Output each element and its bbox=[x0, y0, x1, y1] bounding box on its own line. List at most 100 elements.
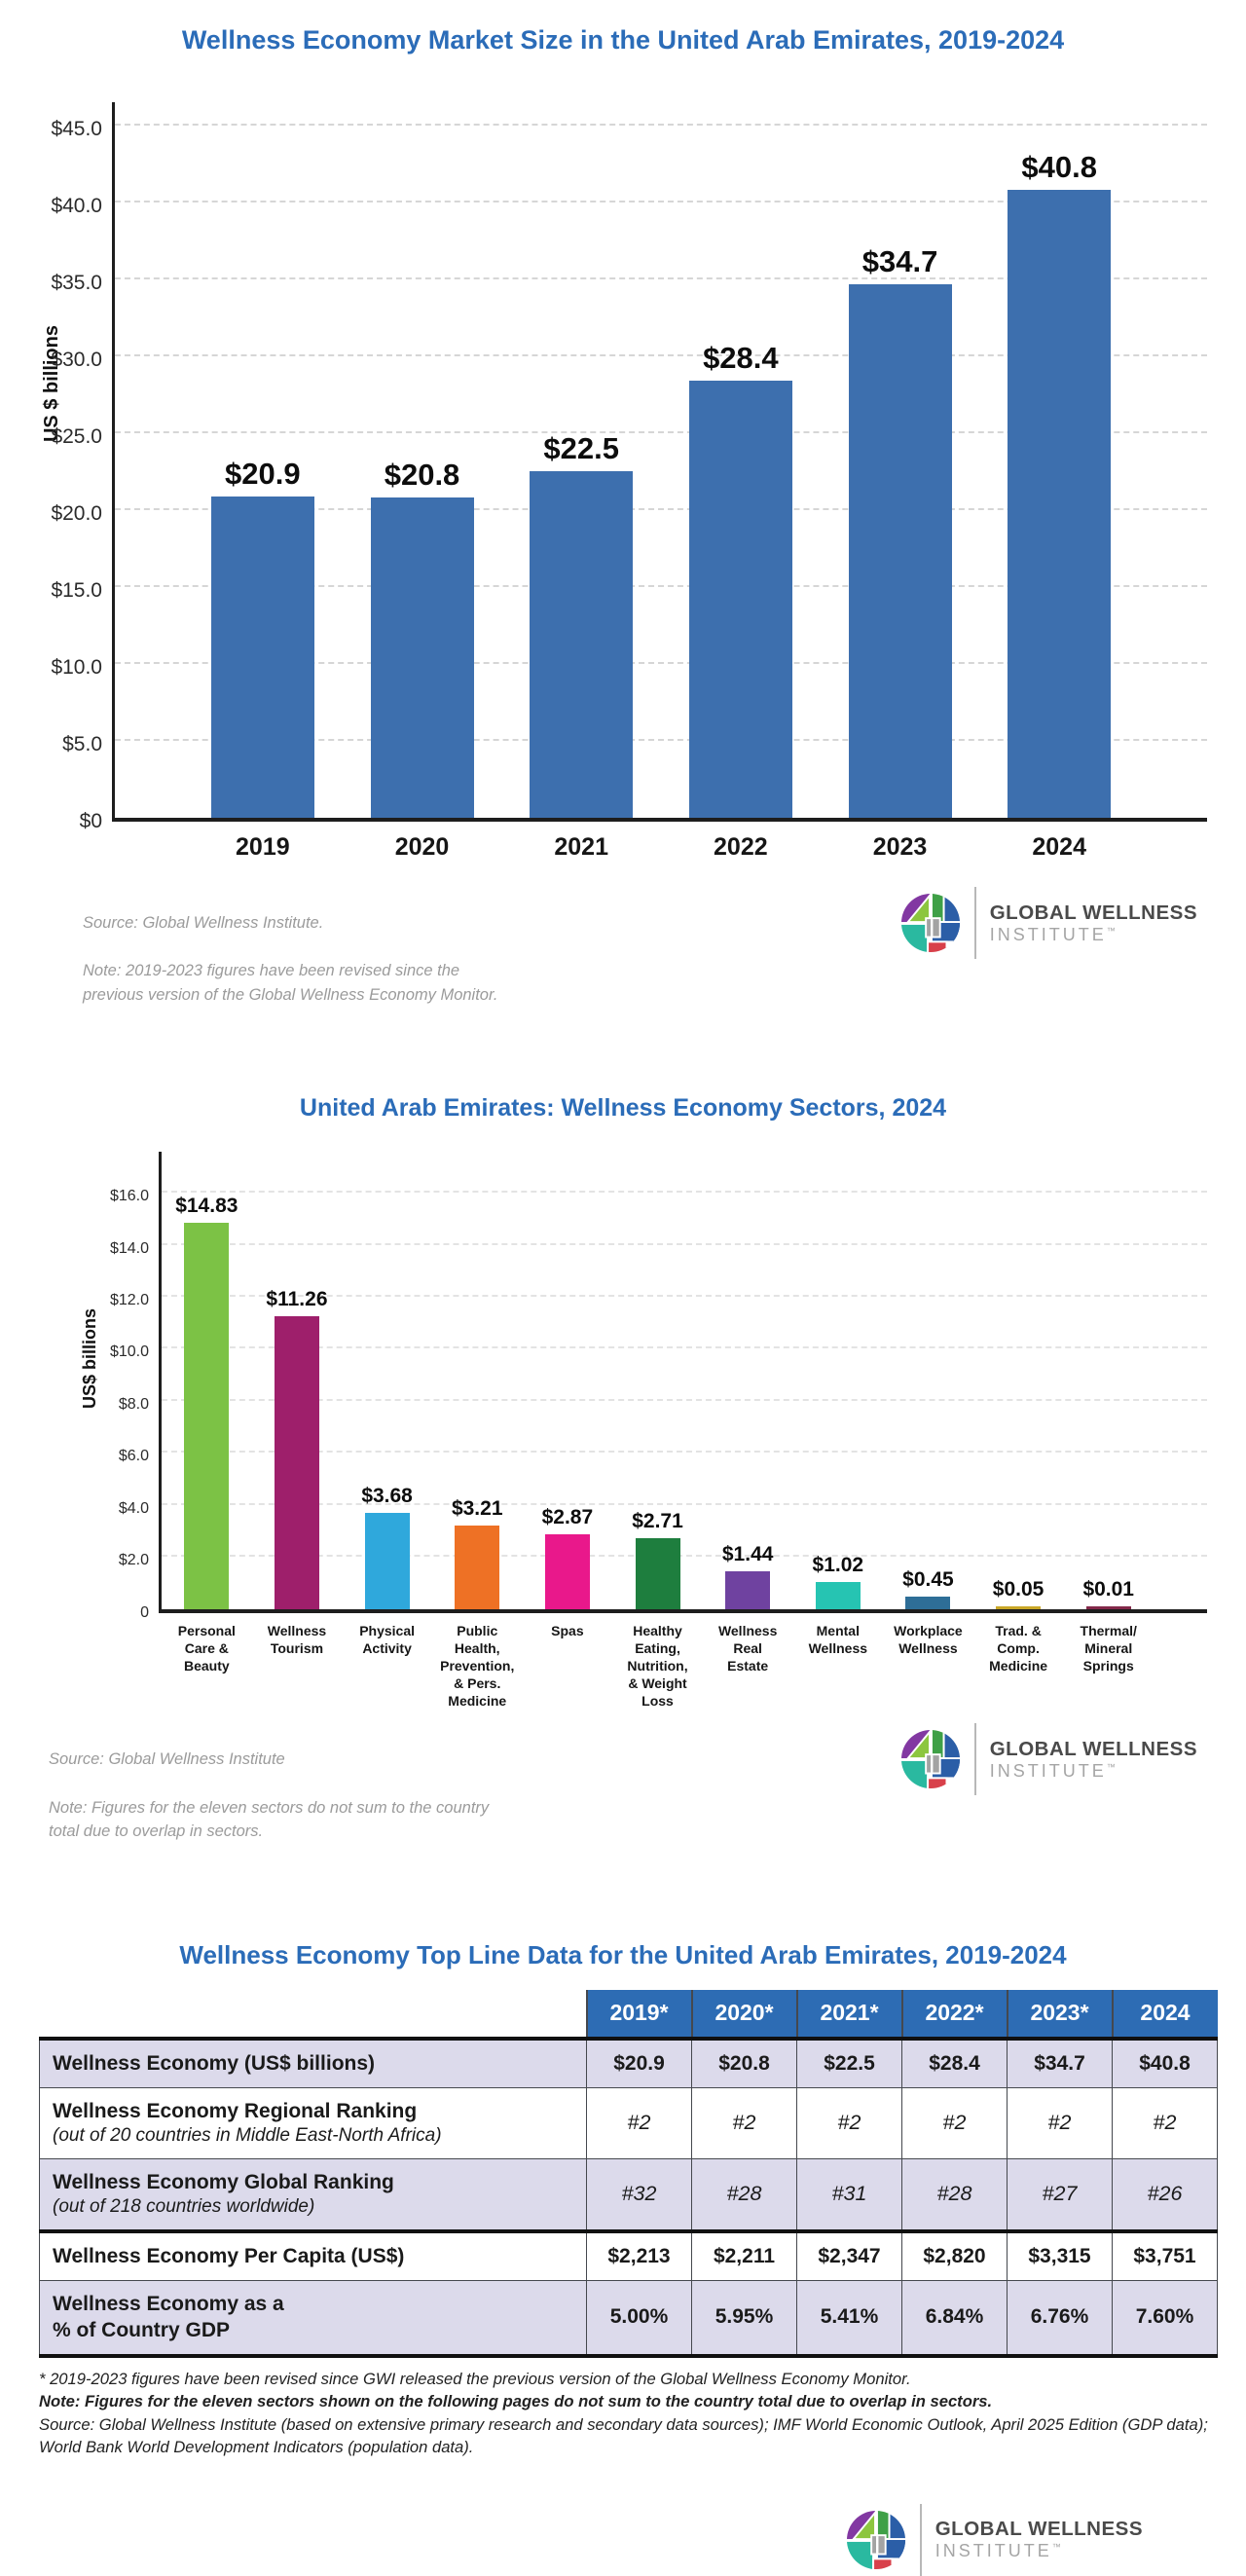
chart1-plot-area: US $ billions $45.0 $40.0 $35.0 $30.0 $25.0 $… bbox=[39, 102, 1207, 832]
chart2-plot: $14.83 $11.26 $3.68 $3.21 $2.87 $2.71 $1.44 $1.… bbox=[159, 1151, 1207, 1613]
bar bbox=[184, 1223, 230, 1609]
bar bbox=[1008, 190, 1112, 818]
year-column-header: 2020* bbox=[690, 1989, 797, 2039]
row-label: Wellness Economy Regional Ranking bbox=[53, 2099, 418, 2122]
chart1-note: Note: 2019-2023 figures have been revise… bbox=[83, 962, 498, 1004]
table-value-cell: $34.7 bbox=[1007, 2036, 1113, 2088]
x-category-label: Healthy Eating, Nutrition, & Weight Loss bbox=[627, 1622, 688, 1710]
table-value-cell: $2,820 bbox=[901, 2230, 1008, 2281]
gridline bbox=[115, 430, 1207, 433]
year-column-header: 2023* bbox=[1006, 1989, 1113, 2039]
gridline bbox=[115, 353, 1207, 356]
bar bbox=[905, 1597, 951, 1609]
table-value-cell: 5.41% bbox=[796, 2279, 902, 2358]
bar bbox=[210, 496, 314, 818]
chart1-plot: $20.9 $20.8 $22.5 $28.4 $34.7 $40.8 bbox=[112, 102, 1207, 822]
row-label: Wellness Economy Global Ranking bbox=[53, 2170, 394, 2193]
table-value-cell: #28 bbox=[691, 2157, 797, 2233]
bar-column: $40.8 bbox=[979, 102, 1139, 818]
bars-row: $14.83 $11.26 $3.68 $3.21 $2.87 $2.71 $1.44 $1.… bbox=[162, 1152, 1207, 1609]
chart1-footer: Source: Global Wellness Institute. Note:… bbox=[83, 887, 1197, 1032]
bar-column: $3.21 bbox=[432, 1152, 523, 1609]
row-label: Wellness Economy as a % of Country GDP bbox=[53, 2292, 284, 2342]
table-value-cell: #2 bbox=[1112, 2086, 1218, 2159]
gwi-logo: GLOBAL WELLNESS INSTITUTE™ bbox=[900, 887, 1197, 959]
y-tick-label: $2.0 bbox=[118, 1552, 149, 1569]
y-tick-label: $30.0 bbox=[51, 348, 102, 371]
table-footnotes: * 2019-2023 figures have been revised si… bbox=[39, 2368, 1217, 2459]
gwi-logo: GLOBAL WELLNESS INSTITUTE™ bbox=[846, 2503, 1143, 2576]
bar-column: $0.05 bbox=[973, 1152, 1064, 1609]
table-header-row: 2019* 2020* 2021* 2022* 2023* 2024 bbox=[39, 1989, 1218, 2039]
bar-value-label: $14.83 bbox=[175, 1195, 238, 1218]
bar bbox=[1085, 1605, 1131, 1609]
table-value-cell: #32 bbox=[586, 2157, 692, 2233]
top-line-table-section: Wellness Economy Top Line Data for the U… bbox=[0, 1940, 1246, 2576]
sectors-chart-section: United Arab Emirates: Wellness Economy S… bbox=[0, 1094, 1246, 1868]
table-value-cell: 6.84% bbox=[901, 2279, 1008, 2358]
footnote-line: * 2019-2023 figures have been revised si… bbox=[39, 2369, 911, 2388]
bar-column: $20.9 bbox=[183, 102, 343, 818]
table-value-cell: 5.00% bbox=[586, 2279, 692, 2358]
bar-column: $3.68 bbox=[342, 1152, 432, 1609]
bar-value-label: $40.8 bbox=[1021, 150, 1097, 185]
y-tick-label: $25.0 bbox=[51, 424, 102, 448]
table-value-cell: $3,315 bbox=[1007, 2230, 1113, 2281]
bar bbox=[530, 471, 634, 818]
chart1-y-axis-ticks: $45.0 $40.0 $35.0 $30.0 $25.0 $20.0 $15.0 $10.0… bbox=[39, 102, 112, 832]
year-column-header: 2021* bbox=[795, 1989, 902, 2039]
footnote-line: Source: Global Wellness Institute (based… bbox=[39, 2414, 1208, 2457]
trademark-symbol: ™ bbox=[1106, 925, 1116, 936]
y-tick-label: $10.0 bbox=[51, 655, 102, 679]
gridline bbox=[115, 584, 1207, 587]
section-gap bbox=[0, 1032, 1246, 1094]
x-category-label: Thermal/ Mineral Springs bbox=[1080, 1622, 1137, 1674]
bar-value-label: $11.26 bbox=[266, 1287, 328, 1310]
bar-column: $28.4 bbox=[661, 102, 821, 818]
y-tick-label: $12.0 bbox=[109, 1292, 149, 1309]
x-category-label: 2019 bbox=[236, 833, 290, 861]
table-value-cell: #28 bbox=[901, 2157, 1008, 2233]
table-value-cell: 5.95% bbox=[691, 2279, 797, 2358]
x-category-label: 2020 bbox=[394, 833, 450, 861]
bar-column: $1.44 bbox=[703, 1152, 793, 1609]
chart2-x-axis: Personal Care & Beauty Wellness Tourism Ph… bbox=[39, 1613, 1207, 1711]
bar-column: $11.26 bbox=[252, 1152, 343, 1609]
y-tick-label: $20.0 bbox=[51, 501, 102, 525]
row-sublabel: (out of 218 countries worldwide) bbox=[53, 2196, 315, 2218]
top-line-data-table: 2019* 2020* 2021* 2022* 2023* 2024 Wellness E… bbox=[39, 1989, 1218, 2358]
row-label: Wellness Economy Per Capita (US$) bbox=[53, 2245, 405, 2268]
y-tick-label: $8.0 bbox=[118, 1395, 149, 1413]
table-value-cell: $2,347 bbox=[796, 2230, 902, 2281]
y-tick-label: $5.0 bbox=[62, 732, 102, 755]
table-row: Wellness Economy Global Ranking (out of 2… bbox=[39, 2157, 1218, 2233]
bar-column: $20.8 bbox=[343, 102, 502, 818]
chart2-y-axis-ticks: $16.0 $14.0 $12.0 $10.0 $8.0 $6.0 $4.0 $2.0 0 bbox=[39, 1152, 159, 1620]
chart2-title: United Arab Emirates: Wellness Economy S… bbox=[299, 1093, 947, 1122]
x-category-label: Workplace Wellness bbox=[894, 1622, 963, 1656]
bar-value-label: $34.7 bbox=[861, 243, 938, 278]
table-value-cell: #2 bbox=[796, 2086, 902, 2159]
bar-value-label: $3.21 bbox=[451, 1496, 503, 1520]
table-corner-cell bbox=[39, 1989, 587, 2039]
gwi-logo-icon bbox=[900, 1730, 960, 1789]
chart1-source-note: Source: Global Wellness Institute. Note:… bbox=[83, 887, 497, 1032]
x-category-label: Wellness Tourism bbox=[267, 1622, 327, 1656]
y-tick-label: $35.0 bbox=[51, 271, 102, 294]
table-value-cell: #2 bbox=[1007, 2086, 1113, 2159]
y-tick-label: $16.0 bbox=[109, 1188, 149, 1205]
bar-column: $34.7 bbox=[821, 102, 980, 818]
gridline bbox=[115, 738, 1207, 741]
section-gap bbox=[0, 1868, 1246, 1940]
table-row: Wellness Economy (US$ billions) $20.9 $20.… bbox=[39, 2036, 1218, 2088]
table-value-cell: $40.8 bbox=[1112, 2036, 1218, 2088]
gridline bbox=[115, 200, 1207, 202]
table-value-cell: $20.8 bbox=[691, 2036, 797, 2088]
bar-column: $0.01 bbox=[1063, 1152, 1154, 1609]
table-value-cell: $2,213 bbox=[586, 2230, 692, 2281]
logo-divider bbox=[919, 2503, 922, 2576]
logo-line2: INSTITUTE™ bbox=[934, 2541, 1061, 2561]
trademark-symbol: ™ bbox=[1051, 2542, 1061, 2553]
bar-column: $0.45 bbox=[883, 1152, 973, 1609]
y-tick-label: $10.0 bbox=[109, 1343, 149, 1361]
